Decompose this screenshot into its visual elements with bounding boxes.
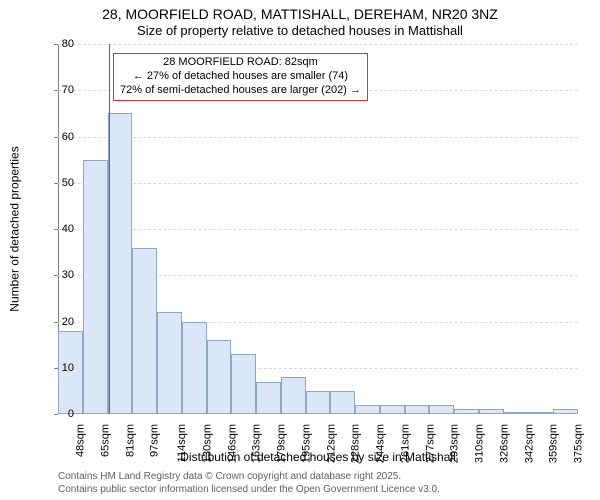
y-tick-label: 30 (44, 269, 74, 281)
footnotes: Contains HM Land Registry data © Crown c… (58, 471, 440, 496)
histogram-bar (281, 377, 306, 414)
histogram-bar (504, 412, 529, 414)
histogram-bar (330, 391, 355, 414)
gridline (58, 183, 578, 184)
y-tick-label: 20 (44, 316, 74, 328)
reference-line (109, 44, 110, 414)
footnote-line-2: Contains public sector information licen… (58, 484, 440, 497)
gridline (58, 44, 578, 45)
annotation-line-2: ← 27% of detached houses are smaller (74… (120, 70, 361, 84)
histogram-bar (157, 312, 182, 414)
y-axis-label: Number of detached properties (8, 44, 22, 414)
y-tick-label: 40 (44, 223, 74, 235)
histogram-bar (83, 160, 108, 414)
histogram-bar (454, 409, 479, 414)
histogram-chart: 28, MOORFIELD ROAD, MATTISHALL, DEREHAM,… (0, 0, 600, 500)
y-tick-label: 0 (44, 408, 74, 420)
y-tick-label: 50 (44, 177, 74, 189)
histogram-bar (528, 412, 553, 414)
histogram-bar (132, 248, 157, 415)
histogram-bar (380, 405, 405, 414)
chart-subtitle: Size of property relative to detached ho… (0, 23, 600, 39)
histogram-bar (553, 409, 578, 414)
footnote-line-1: Contains HM Land Registry data © Crown c… (58, 471, 440, 484)
y-tick-label: 10 (44, 362, 74, 374)
histogram-bar (231, 354, 256, 414)
histogram-bar (256, 382, 281, 414)
histogram-bar (207, 340, 232, 414)
y-tick-label: 70 (44, 84, 74, 96)
y-tick-label: 80 (44, 38, 74, 50)
annotation-box: 28 MOORFIELD ROAD: 82sqm← 27% of detache… (113, 53, 368, 100)
histogram-bar (306, 391, 331, 414)
plot-area: 48sqm65sqm81sqm97sqm114sqm130sqm146sqm16… (58, 44, 578, 414)
gridline (58, 137, 578, 138)
histogram-bar (108, 113, 133, 414)
histogram-bar (182, 322, 207, 415)
gridline (58, 229, 578, 230)
x-axis-label: Distribution of detached houses by size … (58, 450, 578, 464)
chart-titles: 28, MOORFIELD ROAD, MATTISHALL, DEREHAM,… (0, 6, 600, 38)
annotation-line-3: 72% of semi-detached houses are larger (… (120, 84, 361, 98)
y-tick-label: 60 (44, 131, 74, 143)
histogram-bar (405, 405, 430, 414)
histogram-bar (355, 405, 380, 414)
chart-title: 28, MOORFIELD ROAD, MATTISHALL, DEREHAM,… (0, 6, 600, 23)
histogram-bar (479, 409, 504, 414)
histogram-bar (429, 405, 454, 414)
annotation-line-1: 28 MOORFIELD ROAD: 82sqm (120, 56, 361, 70)
